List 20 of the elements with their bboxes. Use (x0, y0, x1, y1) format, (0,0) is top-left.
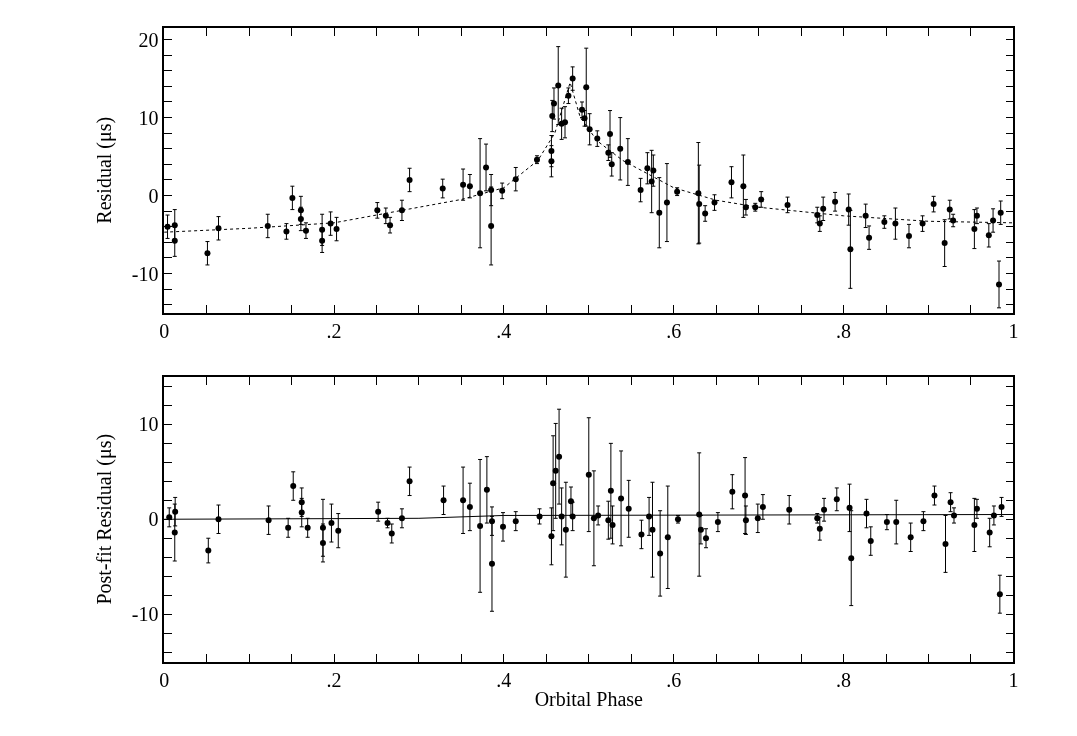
y-tick-label: -10 (131, 603, 159, 626)
x-tick-label: .2 (326, 320, 342, 343)
x-tick-label: 1 (1008, 320, 1019, 343)
x-axis-title: Orbital Phase (534, 688, 644, 711)
x-tick-label: .6 (666, 320, 682, 343)
y-tick-label: 0 (148, 184, 159, 207)
y-tick-label: 10 (138, 106, 159, 129)
y-tick-label: -10 (131, 262, 159, 285)
y-tick-label: 10 (138, 413, 159, 436)
y-tick-label: 20 (138, 28, 159, 51)
x-tick-label: .4 (496, 320, 512, 343)
y-axis-title: Residual (μs) (92, 116, 116, 224)
y-axis-title: Post-fit Residual (μs) (92, 433, 116, 605)
x-tick-label: 1 (1008, 669, 1019, 692)
x-tick-label: .2 (326, 669, 342, 692)
y-tick-label: 0 (148, 508, 159, 531)
x-tick-label: .8 (836, 669, 852, 692)
x-tick-label: .4 (496, 669, 512, 692)
x-tick-label: .6 (666, 669, 682, 692)
x-tick-label: .8 (836, 320, 852, 343)
